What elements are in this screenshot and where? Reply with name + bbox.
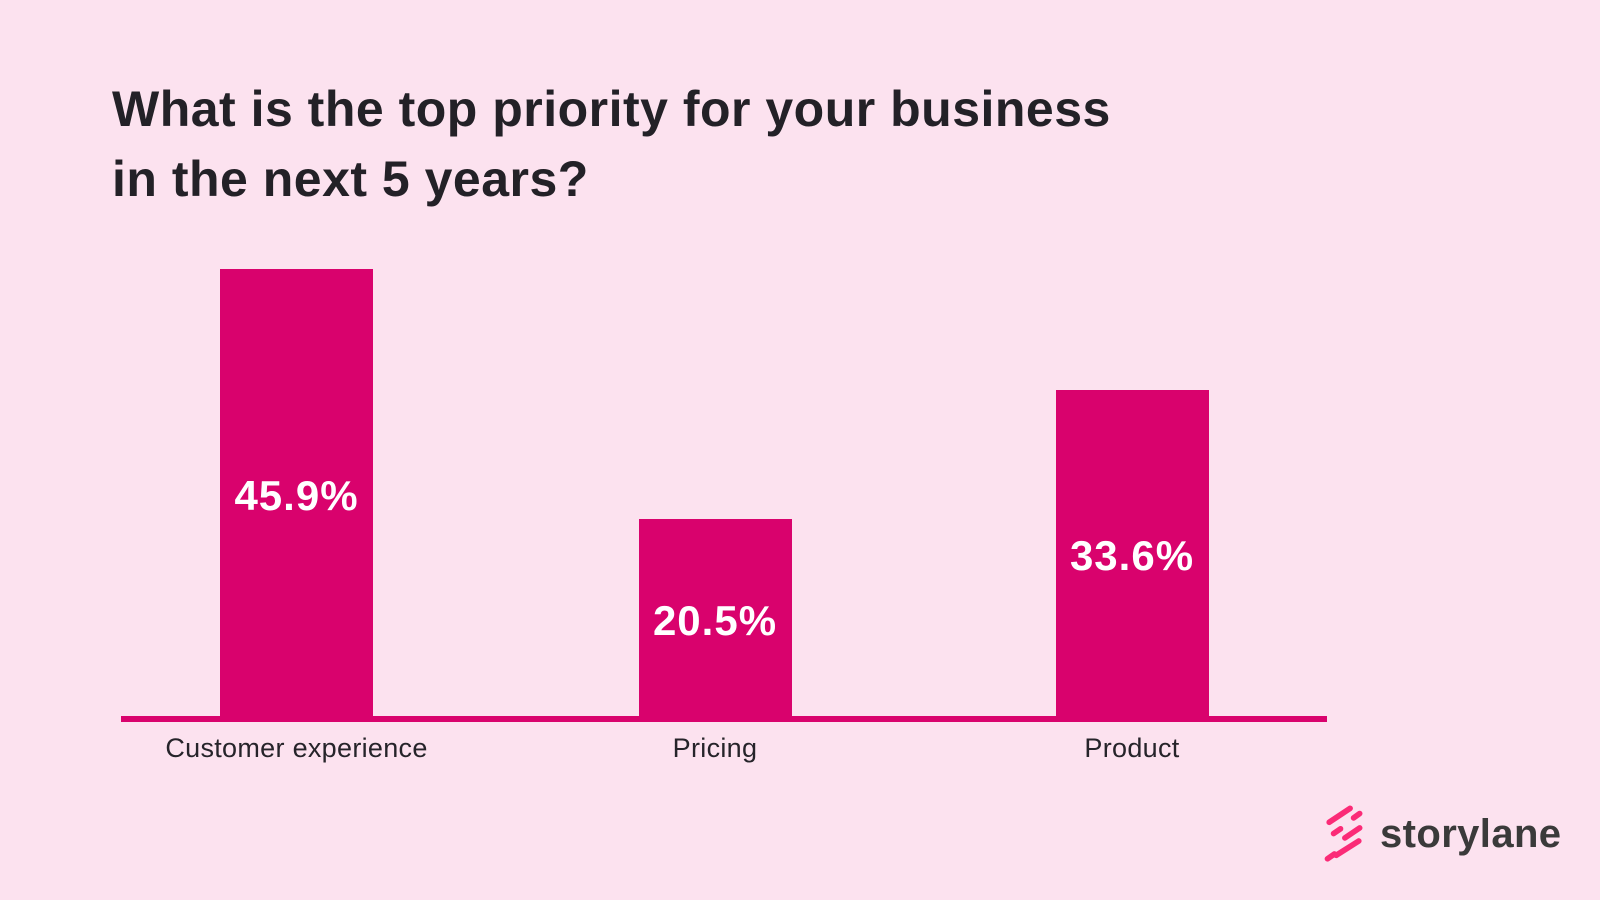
bar-value-label: 45.9% xyxy=(234,471,359,519)
bar-pricing: 20.5% xyxy=(638,519,792,722)
storylane-logo-text: storylane xyxy=(1380,811,1562,856)
bar-value-label: 33.6% xyxy=(1069,532,1195,579)
category-label-product: Product xyxy=(1084,733,1180,763)
chart-title-line-1: What is the top priority for your busine… xyxy=(112,81,1111,137)
storylane-logo-icon xyxy=(1324,805,1363,862)
storylane-logo: storylane xyxy=(1324,804,1561,864)
bar-customer-experience: 45.9% xyxy=(220,269,373,722)
chart-title-line-2: in the next 5 years? xyxy=(112,151,589,207)
chart-title: What is the top priority for your busine… xyxy=(112,74,1111,214)
bar-value-label: 20.5% xyxy=(652,596,778,644)
category-label-pricing: Pricing xyxy=(672,733,758,763)
bar-product: 33.6% xyxy=(1055,390,1209,722)
category-label-customer-experience: Customer experience xyxy=(165,733,428,763)
